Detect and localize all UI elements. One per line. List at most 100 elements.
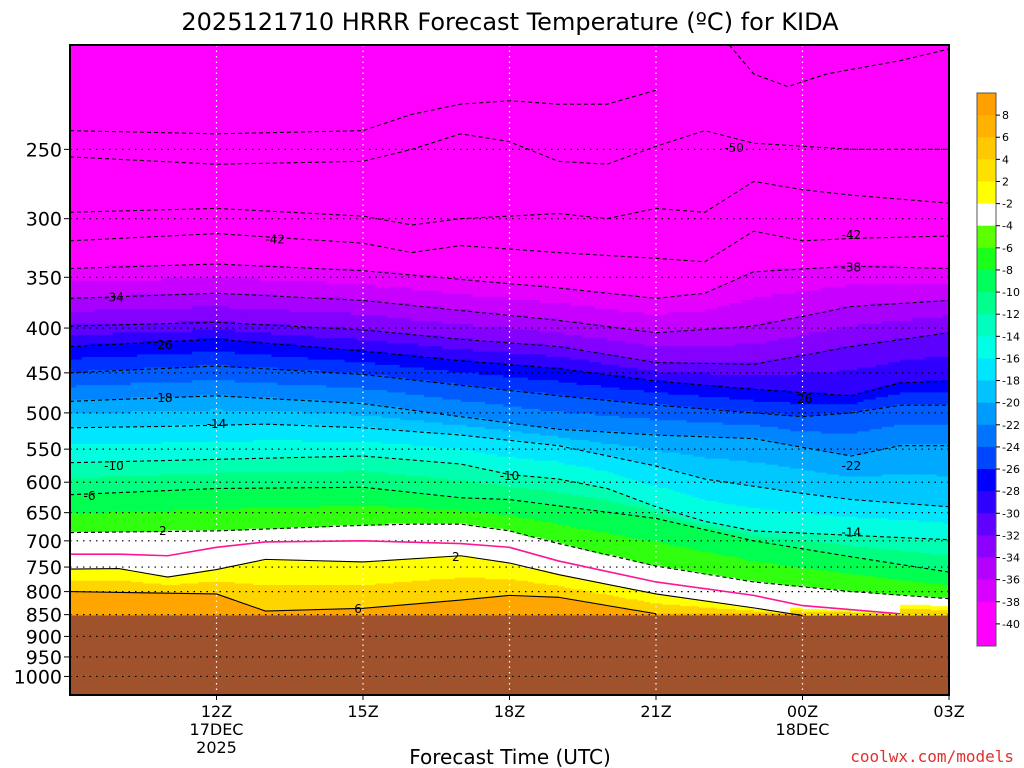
temperature-band-cell bbox=[143, 229, 150, 233]
temperature-band-cell bbox=[113, 177, 120, 182]
temperature-band-cell bbox=[143, 53, 150, 59]
temperature-band-cell bbox=[76, 169, 83, 174]
temperature-band-cell bbox=[119, 59, 126, 65]
temperature-band-cell bbox=[155, 53, 162, 59]
temperature-band-cell bbox=[155, 257, 162, 261]
temperature-band-cell bbox=[82, 221, 89, 225]
temperature-band-cell bbox=[101, 217, 108, 221]
temperature-band-cell bbox=[149, 173, 156, 178]
temperature-band-cell bbox=[101, 214, 108, 218]
temperature-band-cell bbox=[162, 240, 169, 244]
temperature-band-cell bbox=[162, 164, 169, 169]
temperature-band-cell bbox=[155, 250, 162, 254]
temperature-band-cell bbox=[101, 102, 108, 108]
temperature-band-cell bbox=[137, 190, 144, 195]
temperature-band-cell bbox=[101, 76, 108, 82]
temperature-band-cell bbox=[119, 65, 126, 71]
temperature-band-cell bbox=[94, 87, 101, 93]
temperature-band-cell bbox=[88, 232, 95, 236]
temperature-band-cell bbox=[119, 70, 126, 76]
temperature-band-cell bbox=[149, 108, 156, 114]
temperature-band-cell bbox=[119, 217, 126, 221]
temperature-band-cell bbox=[107, 65, 114, 71]
temperature-band-cell bbox=[82, 243, 89, 247]
temperature-band-cell bbox=[143, 102, 150, 108]
temperature-band-cell bbox=[88, 181, 95, 186]
temperature-band-cell bbox=[101, 225, 108, 229]
temperature-band-cell bbox=[125, 217, 132, 221]
temperature-band-cell bbox=[168, 97, 175, 103]
temperature-band-cell bbox=[131, 123, 138, 128]
temperature-band-cell bbox=[131, 206, 138, 211]
temperature-band-cell bbox=[107, 181, 114, 186]
temperature-band-cell bbox=[76, 81, 83, 87]
temperature-band-cell bbox=[162, 70, 169, 76]
temperature-band-cell bbox=[125, 232, 132, 236]
temperature-band-cell bbox=[131, 118, 138, 124]
temperature-band-cell bbox=[107, 164, 114, 169]
temperature-band-cell bbox=[143, 221, 150, 225]
temperature-band-cell bbox=[76, 164, 83, 169]
temperature-band-cell bbox=[149, 240, 156, 244]
temperature-band-cell bbox=[107, 118, 114, 124]
temperature-band-cell bbox=[155, 108, 162, 114]
temperature-band-cell bbox=[168, 81, 175, 87]
temperature-band-cell bbox=[149, 151, 156, 156]
temperature-band-cell bbox=[162, 142, 169, 147]
temperature-band-cell bbox=[137, 240, 144, 244]
temperature-band-cell bbox=[70, 194, 77, 199]
temperature-band-cell bbox=[137, 169, 144, 174]
temperature-band-cell bbox=[149, 229, 156, 233]
temperature-band-cell bbox=[125, 47, 132, 54]
temperature-band-cell bbox=[168, 257, 175, 261]
temperature-band-cell bbox=[168, 70, 175, 76]
temperature-band-cell bbox=[88, 108, 95, 114]
temperature-band-cell bbox=[119, 181, 126, 186]
temperature-band-cell bbox=[70, 151, 77, 156]
temperature-band-cell bbox=[107, 160, 114, 165]
temperature-band-cell bbox=[119, 214, 126, 218]
temperature-band-cell bbox=[101, 35, 108, 42]
temperature-band-cell bbox=[119, 35, 126, 42]
temperature-band-cell bbox=[94, 217, 101, 221]
temperature-band-cell bbox=[82, 254, 89, 258]
temperature-band-cell bbox=[137, 102, 144, 108]
temperature-band-cell bbox=[76, 177, 83, 182]
temperature-band-cell bbox=[131, 177, 138, 182]
temperature-band-cell bbox=[76, 232, 83, 236]
temperature-band-cell bbox=[162, 97, 169, 103]
temperature-band-cell bbox=[168, 198, 175, 203]
temperature-band-cell bbox=[88, 53, 95, 59]
temperature-band-cell bbox=[137, 59, 144, 65]
temperature-band-cell bbox=[155, 169, 162, 174]
temperature-band-cell bbox=[119, 108, 126, 114]
temperature-band-cell bbox=[101, 127, 108, 132]
temperature-band-cell bbox=[76, 194, 83, 199]
temperature-band-cell bbox=[137, 47, 144, 54]
temperature-band-cell bbox=[143, 108, 150, 114]
temperature-band-cell bbox=[76, 254, 83, 258]
temperature-band-cell bbox=[162, 76, 169, 82]
temperature-band-cell bbox=[162, 137, 169, 142]
temperature-band-cell bbox=[94, 240, 101, 244]
temperature-band-cell bbox=[94, 198, 101, 203]
temperature-band-cell bbox=[125, 247, 132, 251]
temperature-band-cell bbox=[76, 151, 83, 156]
temperature-band-cell bbox=[101, 206, 108, 211]
temperature-band-cell bbox=[94, 127, 101, 132]
temperature-band-cell bbox=[76, 127, 83, 132]
temperature-band-cell bbox=[131, 102, 138, 108]
temperature-band-cell bbox=[149, 87, 156, 93]
temperature-band-cell bbox=[113, 29, 120, 36]
temperature-band-cell bbox=[143, 186, 150, 191]
temperature-band-cell bbox=[162, 108, 169, 114]
temperature-band-cell bbox=[76, 35, 83, 42]
temperature-band-cell bbox=[82, 76, 89, 82]
temperature-band-cell bbox=[137, 108, 144, 114]
temperature-band-cell bbox=[162, 247, 169, 251]
temperature-band-cell bbox=[107, 186, 114, 191]
temperature-band-cell bbox=[88, 92, 95, 98]
temperature-band-cell bbox=[70, 202, 77, 207]
temperature-band-cell bbox=[70, 70, 77, 76]
temperature-band-cell bbox=[82, 92, 89, 98]
